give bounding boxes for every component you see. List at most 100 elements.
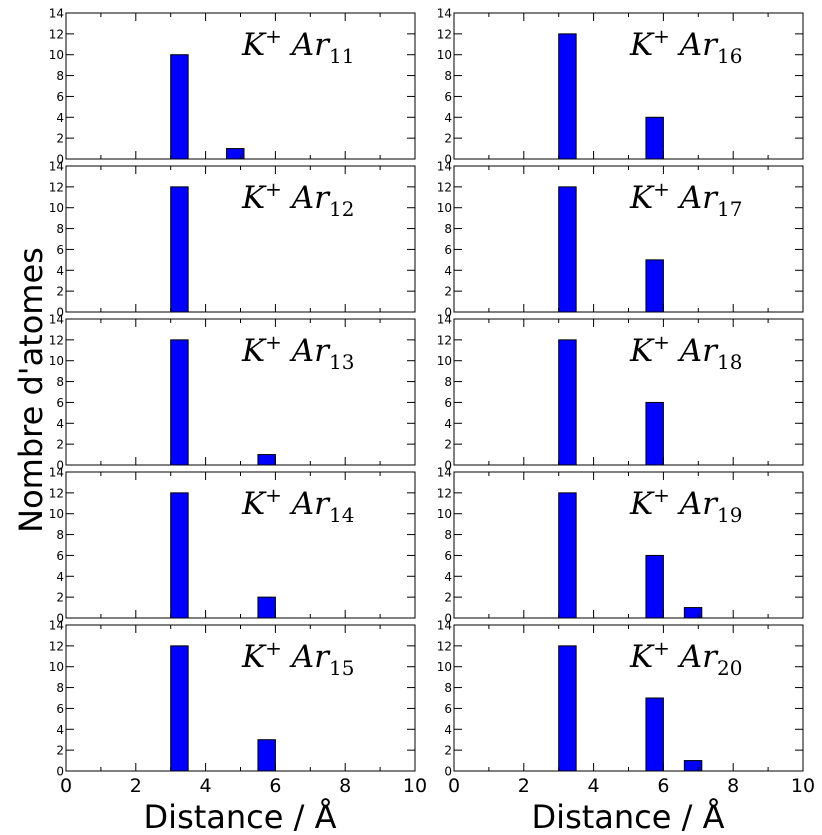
y-tick-label: 10: [49, 507, 64, 521]
x-axis-label-left: Distance / Å: [144, 798, 337, 835]
y-tick-label: 0: [56, 612, 64, 626]
y-tick-label: 8: [444, 375, 452, 389]
panel-8: 0 2 4 6 8 10 12 14 K+ Ar18: [437, 313, 804, 473]
panel-label: K+ Ar12: [241, 177, 354, 221]
histogram-bar: [226, 148, 245, 160]
histogram-bar: [683, 760, 703, 772]
y-tick-label: 14: [437, 7, 452, 21]
y-tick-label: 10: [49, 660, 64, 674]
x-tick-label: 10: [403, 775, 427, 797]
y-tick-label: 10: [437, 660, 452, 674]
panel-2: 0 2 4 6 8 10 12 14 K+ Ar12: [49, 160, 416, 320]
y-tick-label: 6: [444, 396, 452, 410]
y-tick-label: 14: [437, 313, 452, 327]
y-tick-label: 4: [56, 111, 64, 125]
y-tick-label: 6: [444, 243, 452, 257]
y-tick-label: 4: [444, 417, 452, 431]
y-tick-label: 14: [437, 160, 452, 174]
y-tick-label: 2: [444, 591, 452, 605]
y-tick-label: 6: [56, 702, 64, 716]
y-tick-label: 2: [444, 285, 452, 299]
y-tick-label: 10: [437, 507, 452, 521]
panel-7: 0 2 4 6 8 10 12 14 K+ Ar17: [437, 160, 804, 320]
y-tick-label: 0: [444, 765, 452, 779]
y-tick-label: 2: [56, 744, 64, 758]
panel-label: K+ Ar11: [241, 24, 354, 68]
y-tick-label: 8: [444, 681, 452, 695]
x-tick-label: 8: [727, 775, 739, 797]
y-tick-label: 6: [56, 396, 64, 410]
y-tick-label: 2: [56, 285, 64, 299]
x-tick-label: 6: [269, 775, 281, 797]
y-tick-label: 4: [444, 111, 452, 125]
histogram-bar: [645, 697, 664, 772]
y-tick-label: 2: [444, 132, 452, 146]
panel-label: K+ Ar19: [629, 483, 742, 527]
panel-5: 0 2 4 6 8 10 12 14 0 2 4 6 8 10 K+ Ar15: [49, 619, 427, 798]
y-tick-label: 4: [56, 570, 64, 584]
panel-label: K+ Ar17: [629, 177, 742, 221]
y-tick-label: 14: [437, 619, 452, 633]
y-tick-label: 10: [437, 48, 452, 62]
y-tick-label: 14: [49, 619, 64, 633]
y-tick-label: 8: [56, 69, 64, 83]
histogram-bar: [645, 401, 664, 466]
y-tick-label: 14: [49, 313, 64, 327]
y-tick-label: 6: [56, 549, 64, 563]
y-tick-label: 12: [49, 639, 64, 653]
x-tick-label: 0: [448, 775, 460, 797]
histogram-bar: [170, 492, 189, 619]
histogram-bar: [645, 554, 664, 619]
histogram-bar: [257, 596, 276, 619]
histogram-bar: [170, 645, 189, 772]
y-tick-label: 0: [56, 306, 64, 320]
y-tick-label: 4: [56, 264, 64, 278]
y-tick-label: 12: [437, 27, 452, 41]
y-tick-label: 10: [49, 354, 64, 368]
panel-3: 0 2 4 6 8 10 12 14 K+ Ar13: [49, 313, 416, 473]
panel-9: 0 2 4 6 8 10 12 14 K+ Ar19: [437, 466, 804, 626]
y-tick-label: 8: [56, 681, 64, 695]
y-tick-label: 10: [437, 201, 452, 215]
y-tick-label: 12: [437, 639, 452, 653]
panel-label: K+ Ar15: [241, 636, 354, 680]
histogram-bar: [170, 54, 189, 160]
x-tick-label: 4: [200, 775, 212, 797]
histogram-bar: [257, 454, 276, 466]
y-tick-label: 8: [444, 528, 452, 542]
y-tick-label: 4: [444, 264, 452, 278]
y-tick-label: 8: [56, 375, 64, 389]
panel-6: 0 2 4 6 8 10 12 14 K+ Ar16: [437, 7, 804, 167]
y-tick-label: 4: [56, 417, 64, 431]
y-tick-label: 10: [49, 48, 64, 62]
y-tick-label: 12: [437, 486, 452, 500]
y-tick-label: 14: [437, 466, 452, 480]
histogram-bar: [683, 607, 703, 619]
y-tick-label: 2: [56, 132, 64, 146]
y-tick-label: 12: [437, 333, 452, 347]
y-tick-label: 0: [56, 459, 64, 473]
y-tick-label: 14: [49, 7, 64, 21]
y-tick-label: 4: [444, 723, 452, 737]
x-tick-label: 2: [130, 775, 142, 797]
y-tick-label: 12: [49, 27, 64, 41]
y-tick-label: 8: [56, 222, 64, 236]
y-tick-label: 8: [444, 222, 452, 236]
x-tick-label: 10: [791, 775, 815, 797]
panel-4: 0 2 4 6 8 10 12 14 K+ Ar14: [49, 466, 416, 626]
panel-label: K+ Ar18: [629, 330, 742, 374]
x-tick-label: 8: [339, 775, 351, 797]
y-tick-label: 0: [444, 459, 452, 473]
y-tick-label: 10: [437, 354, 452, 368]
y-tick-label: 0: [56, 765, 64, 779]
y-tick-label: 6: [444, 90, 452, 104]
histogram-bar: [558, 645, 577, 772]
y-tick-label: 6: [444, 702, 452, 716]
y-tick-label: 4: [56, 723, 64, 737]
y-tick-label: 12: [49, 180, 64, 194]
histogram-bar: [645, 116, 664, 160]
y-tick-label: 6: [444, 549, 452, 563]
panel-label: K+ Ar14: [241, 483, 354, 527]
y-tick-label: 4: [444, 570, 452, 584]
y-tick-label: 10: [49, 201, 64, 215]
